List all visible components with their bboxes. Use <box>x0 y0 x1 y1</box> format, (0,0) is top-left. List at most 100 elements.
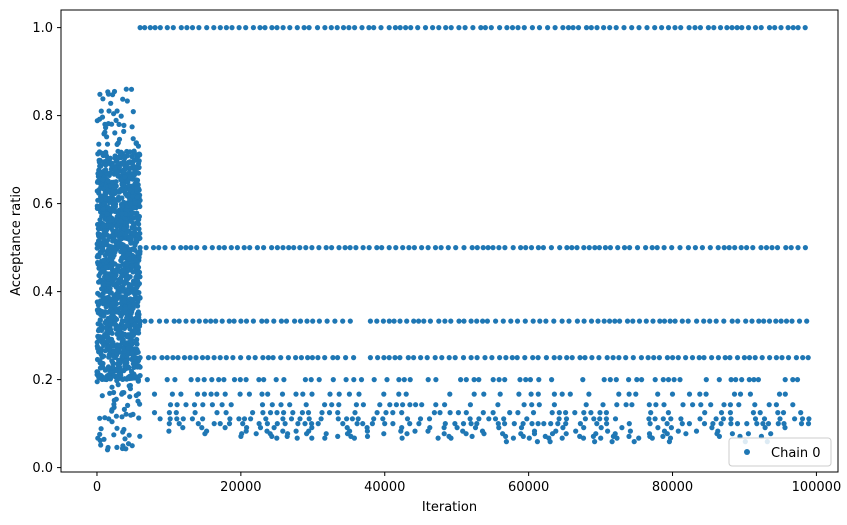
data-point <box>651 355 657 361</box>
data-point <box>741 355 748 361</box>
data-point <box>243 25 249 31</box>
data-point <box>126 365 132 371</box>
data-point <box>96 241 102 247</box>
data-point <box>344 416 350 422</box>
data-point <box>445 245 451 251</box>
data-point <box>436 318 442 324</box>
data-point <box>560 425 566 431</box>
data-point <box>614 435 620 441</box>
data-point <box>595 318 601 324</box>
data-point <box>775 410 781 416</box>
data-point <box>454 425 460 431</box>
data-point <box>322 25 328 31</box>
data-point <box>309 435 315 441</box>
data-point <box>200 416 206 422</box>
data-point <box>480 410 486 416</box>
data-point <box>306 416 312 422</box>
data-point <box>497 25 503 31</box>
data-point <box>194 245 200 251</box>
data-point <box>246 391 252 397</box>
data-point <box>535 245 542 251</box>
data-point <box>137 433 143 439</box>
data-point <box>686 421 693 427</box>
data-point <box>113 197 119 203</box>
data-point <box>226 318 232 324</box>
data-point <box>101 353 107 359</box>
data-point <box>103 324 109 331</box>
data-point <box>686 391 693 397</box>
data-point <box>496 245 502 251</box>
data-point <box>151 391 158 397</box>
data-point <box>294 25 300 31</box>
data-point <box>664 431 670 437</box>
data-point <box>353 402 359 408</box>
data-point <box>665 410 672 416</box>
data-point <box>703 391 709 397</box>
data-point <box>278 355 284 361</box>
data-point <box>173 410 179 416</box>
data-point <box>448 25 454 31</box>
data-point <box>721 402 727 408</box>
data-point <box>99 286 105 292</box>
data-point <box>734 421 741 427</box>
data-point <box>384 377 390 383</box>
data-point <box>698 402 704 408</box>
data-point <box>125 179 131 185</box>
data-point <box>135 391 142 397</box>
y-axis-label: Acceptance ratio <box>9 186 24 296</box>
data-point <box>736 402 742 408</box>
data-point <box>412 428 418 434</box>
data-point <box>697 391 703 397</box>
data-point <box>766 402 772 408</box>
data-point <box>164 355 170 361</box>
data-point <box>316 318 322 324</box>
data-point <box>780 410 787 416</box>
data-point <box>782 391 788 397</box>
data-point <box>156 318 163 324</box>
data-point <box>121 169 127 175</box>
data-point <box>795 25 801 31</box>
data-point <box>259 318 265 324</box>
data-point <box>351 377 357 383</box>
data-point <box>386 245 392 251</box>
data-point <box>421 318 427 324</box>
data-point <box>103 151 109 157</box>
data-point <box>166 428 172 434</box>
data-point <box>133 288 139 294</box>
data-point <box>521 402 527 408</box>
data-point <box>347 245 353 251</box>
data-point <box>136 151 142 157</box>
data-point <box>180 416 186 422</box>
data-point <box>137 373 143 379</box>
data-point <box>647 421 653 427</box>
data-point <box>744 421 750 427</box>
data-point <box>659 25 665 31</box>
data-point <box>586 391 592 397</box>
data-point <box>130 361 136 367</box>
data-point <box>654 245 660 251</box>
data-point <box>455 410 461 416</box>
data-point <box>219 318 225 324</box>
data-point <box>269 433 275 439</box>
data-point <box>310 318 316 324</box>
data-point <box>795 245 801 251</box>
data-point <box>474 355 480 361</box>
data-point <box>426 416 433 422</box>
data-point <box>555 421 561 427</box>
data-point <box>343 355 349 361</box>
data-point <box>322 355 328 361</box>
data-point <box>152 25 158 31</box>
data-point <box>107 196 113 202</box>
data-point <box>364 433 371 439</box>
data-point <box>118 201 125 208</box>
data-point <box>264 318 270 324</box>
data-point <box>114 141 120 147</box>
data-point <box>121 128 127 134</box>
data-point <box>111 184 117 190</box>
data-point <box>133 339 139 345</box>
data-point <box>588 410 594 416</box>
data-point <box>680 402 686 408</box>
data-point <box>541 421 547 427</box>
data-point <box>502 421 508 427</box>
data-point <box>101 200 107 206</box>
